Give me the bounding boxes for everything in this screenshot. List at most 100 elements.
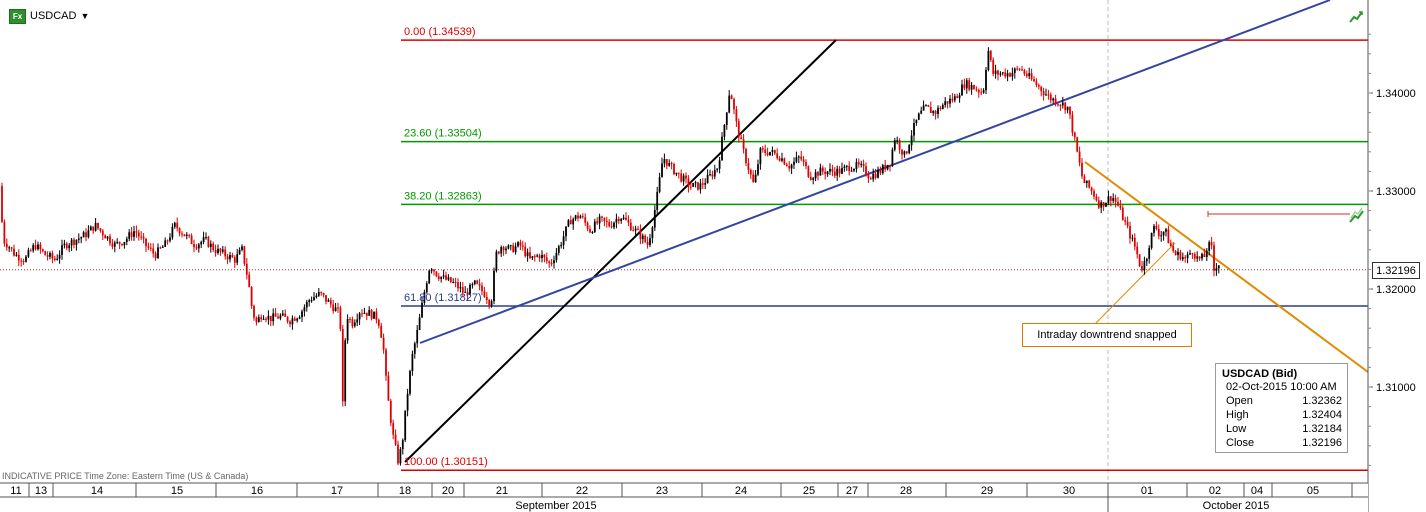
candle-body (416, 329, 419, 344)
candle-body (159, 247, 162, 249)
candle-body (509, 245, 512, 247)
candle-body (725, 112, 728, 125)
candle-body (437, 276, 440, 279)
candle-body (161, 246, 164, 248)
candle-body (1045, 94, 1047, 96)
candle-body (529, 252, 531, 259)
candle-body (293, 318, 296, 321)
ohlc-value: 1.32184 (1302, 423, 1342, 435)
candle-body (238, 249, 241, 255)
candle-body (826, 171, 829, 175)
candle-body (1011, 72, 1014, 77)
candle-body (32, 245, 35, 251)
candle-body (142, 236, 145, 239)
candle-body (793, 161, 795, 165)
candle-body (598, 216, 601, 224)
candle-body (507, 245, 510, 249)
trend-up-icon[interactable] (1349, 10, 1363, 24)
candle-body (764, 149, 767, 153)
candle-body (500, 247, 503, 254)
candle-body (805, 161, 807, 167)
candle-body (884, 164, 887, 170)
x-tick-label: 14 (91, 485, 103, 497)
chevron-down-icon[interactable]: ▼ (80, 11, 90, 21)
symbol-selector[interactable]: Fx USDCAD ▼ (9, 8, 89, 24)
candle-body (377, 319, 380, 326)
candle-body (992, 59, 995, 74)
candle-body (101, 230, 104, 236)
candle-body (1215, 268, 1218, 271)
candle-body (910, 135, 913, 146)
candle-body (20, 260, 23, 262)
candle-body (351, 319, 354, 327)
candle-body (627, 220, 630, 223)
candle-body (877, 170, 879, 178)
annotation-box[interactable]: Intraday downtrend snapped (1022, 323, 1192, 347)
candle-body (1093, 191, 1095, 197)
candle-body (1217, 265, 1220, 269)
candle-body (224, 249, 227, 257)
candle-body (279, 315, 282, 319)
candle-body (1205, 250, 1208, 258)
candle-body (440, 276, 443, 279)
fibonacci-label: 0.00 (1.34539) (404, 26, 476, 38)
plot-area[interactable] (0, 0, 1368, 483)
candle-body (135, 231, 138, 233)
candle-body (932, 111, 935, 113)
candle-body (893, 140, 896, 150)
candle-body (125, 238, 128, 243)
candle-body (963, 84, 966, 89)
candle-body (481, 285, 483, 292)
candle-body (1107, 196, 1110, 203)
candle-body (133, 231, 135, 237)
candle-body (874, 173, 877, 178)
candle-body (385, 349, 387, 376)
candle-body (442, 275, 445, 277)
candle-body (728, 95, 731, 113)
candle-body (1052, 98, 1055, 101)
candle-body (58, 254, 61, 259)
candle-body (944, 101, 947, 106)
alert-tool-icon[interactable] (1349, 207, 1364, 223)
candle-body (433, 269, 435, 272)
candle-body (197, 244, 200, 249)
candle-body (620, 218, 623, 222)
candle-body (505, 248, 507, 251)
candle-body (625, 217, 627, 221)
candle-body (548, 261, 551, 264)
candle-body (946, 101, 949, 104)
candle-body (639, 229, 642, 240)
candle-body (838, 168, 841, 174)
candle-body (253, 305, 255, 318)
candle-body (221, 249, 224, 252)
candle-body (1203, 253, 1206, 258)
ohlc-label: Open (1226, 395, 1253, 407)
candle-body (771, 150, 774, 152)
candle-body (214, 250, 217, 254)
candle-body (274, 313, 277, 317)
candle-body (589, 229, 591, 233)
candle-body (855, 162, 858, 169)
candle-body (1018, 68, 1021, 70)
candle-body (951, 98, 954, 101)
candle-body (680, 173, 683, 182)
candle-body (970, 85, 973, 90)
ohlc-row-low: Low 1.32184 (1216, 422, 1347, 436)
y-tick-label: 1.33000 (1376, 186, 1416, 198)
candle-body (553, 260, 555, 264)
candle-body (193, 244, 195, 248)
candle-body (572, 219, 575, 225)
candle-body (272, 313, 275, 322)
candle-body (596, 221, 599, 224)
candle-body (903, 151, 906, 155)
x-tick-label: 28 (900, 485, 912, 497)
candle-body (812, 178, 815, 180)
candle-body (394, 434, 397, 445)
candle-body (723, 124, 726, 137)
candle-body (245, 263, 248, 275)
candle-body (137, 232, 140, 237)
candle-body (867, 175, 870, 179)
candle-body (188, 234, 191, 236)
candle-body (908, 145, 911, 154)
